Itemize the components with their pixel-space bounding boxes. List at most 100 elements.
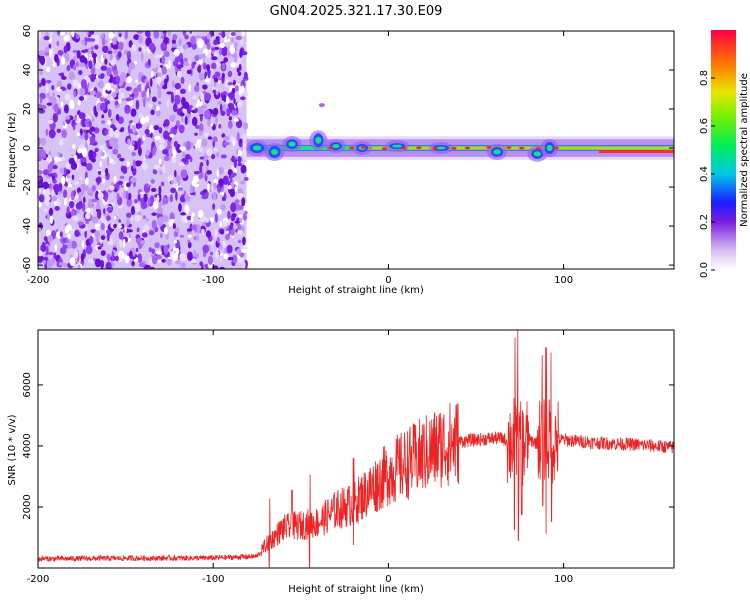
signal-blob-core — [436, 146, 446, 150]
noise-speckle — [97, 246, 102, 250]
noise-speckle — [199, 162, 204, 167]
noise-speckle — [180, 57, 184, 67]
snr-frame — [37, 329, 675, 569]
noise-speckle — [227, 82, 234, 86]
noise-speckle — [154, 135, 161, 141]
noise-speckle — [115, 113, 120, 121]
spurious-blob — [318, 103, 325, 108]
noise-speckle — [148, 230, 155, 236]
noise-speckle — [56, 40, 60, 47]
noise-speckle — [41, 65, 47, 69]
noise-speckle — [67, 233, 72, 240]
noise-speckle — [219, 47, 222, 56]
noise-speckle — [109, 137, 116, 147]
noise-speckle — [162, 84, 168, 90]
noise-speckle — [240, 39, 244, 45]
noise-speckle — [171, 38, 176, 45]
noise-speckle — [38, 82, 42, 88]
noise-speckle — [59, 138, 63, 146]
snr-x-tick-label: 100 — [554, 574, 573, 585]
noise-speckle — [231, 109, 238, 116]
noise-speckle — [102, 178, 105, 184]
noise-speckle — [195, 235, 200, 241]
noise-speckle — [118, 250, 125, 260]
noise-speckle — [94, 230, 100, 238]
noise-speckle — [117, 153, 122, 159]
noise-speckle — [77, 147, 83, 154]
noise-speckle — [219, 266, 226, 269]
noise-speckle — [53, 103, 59, 113]
noise-speckle — [180, 169, 188, 179]
noise-speckle — [222, 240, 227, 249]
signal-peak — [465, 146, 471, 150]
noise-speckle — [84, 133, 89, 141]
colorbar-tick-label: 0.2 — [699, 214, 710, 230]
noise-speckle — [57, 151, 61, 157]
noise-speckle — [141, 162, 149, 171]
noise-speckle — [127, 138, 131, 146]
noise-speckle — [107, 232, 110, 242]
noise-speckle — [117, 180, 124, 186]
noise-speckle — [131, 44, 137, 52]
noise-speckle — [230, 31, 236, 37]
noise-speckle — [44, 189, 50, 197]
signal-blob-core — [546, 145, 553, 152]
noise-speckle — [156, 85, 161, 90]
noise-speckle — [193, 175, 199, 183]
noise-speckle — [184, 116, 188, 125]
noise-speckle — [162, 148, 169, 155]
noise-speckle — [91, 184, 96, 192]
noise-speckle — [45, 84, 49, 94]
noise-speckle — [85, 208, 92, 213]
noise-speckle — [226, 244, 233, 254]
noise-speckle — [213, 39, 218, 46]
noise-speckle — [72, 123, 76, 131]
noise-speckle — [230, 136, 235, 142]
noise-speckle — [152, 146, 156, 156]
noise-speckle — [48, 207, 54, 216]
noise-speckle — [131, 124, 137, 133]
noise-speckle — [216, 236, 220, 244]
noise-speckle — [237, 204, 244, 211]
noise-speckle — [106, 206, 113, 213]
noise-speckle — [200, 114, 203, 122]
noise-speckle — [108, 127, 114, 137]
noise-speckle — [53, 183, 60, 194]
noise-speckle — [170, 187, 177, 194]
noise-speckle — [68, 99, 75, 110]
snr-series-line — [38, 330, 674, 568]
snr-y-label: SNR (10 * v/v) — [7, 414, 18, 485]
noise-speckle — [242, 213, 247, 221]
noise-speckle — [120, 184, 124, 188]
noise-speckle — [74, 250, 79, 260]
noise-speckle — [205, 218, 209, 223]
noise-speckle — [131, 260, 135, 267]
noise-speckle — [166, 91, 173, 95]
noise-speckle — [113, 175, 117, 184]
noise-speckle — [137, 253, 143, 263]
noise-speckle — [169, 133, 175, 138]
noise-speckle — [142, 203, 148, 208]
noise-speckle — [40, 55, 46, 66]
noise-speckle — [151, 212, 158, 216]
noise-speckle — [52, 112, 58, 123]
noise-speckle — [233, 52, 238, 61]
noise-speckle — [230, 202, 237, 213]
noise-speckle — [90, 157, 96, 163]
noise-speckle — [221, 31, 226, 39]
noise-speckle — [153, 169, 158, 175]
noise-speckle — [82, 196, 86, 204]
noise-speckle — [51, 189, 55, 196]
noise-speckle — [95, 190, 99, 201]
noise-speckle — [119, 157, 125, 162]
noise-speckle — [184, 153, 191, 160]
noise-speckle — [135, 247, 139, 253]
noise-speckle — [233, 97, 236, 105]
noise-speckle — [46, 79, 52, 84]
noise-speckle — [154, 54, 161, 59]
noise-speckle — [221, 72, 225, 79]
noise-speckle — [90, 207, 94, 215]
noise-speckle — [128, 145, 135, 151]
noise-speckle — [164, 226, 168, 235]
noise-speckle — [224, 168, 229, 173]
